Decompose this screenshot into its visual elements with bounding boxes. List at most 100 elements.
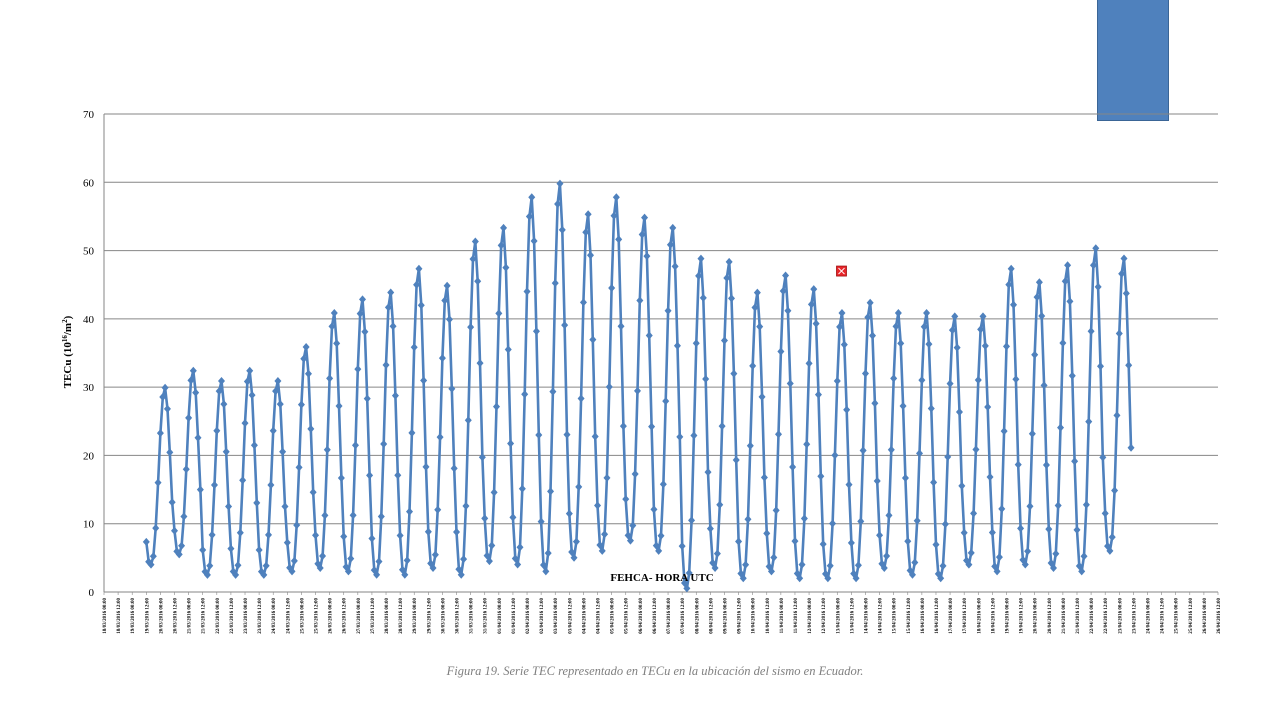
data-point bbox=[812, 319, 820, 328]
data-point bbox=[683, 584, 691, 593]
data-point bbox=[514, 560, 522, 569]
series-line bbox=[145, 182, 1133, 590]
x-tick-label: 27/03/2016 00:00 bbox=[357, 598, 362, 634]
data-point bbox=[920, 322, 928, 331]
data-point bbox=[605, 382, 613, 391]
x-tick-label: 27/03/2016 12:00 bbox=[371, 598, 376, 634]
data-point bbox=[953, 343, 961, 352]
x-tick-label: 06/04/2016 12:00 bbox=[653, 598, 658, 634]
data-point bbox=[1089, 261, 1097, 270]
data-point bbox=[347, 554, 355, 563]
data-point bbox=[178, 541, 186, 550]
data-point bbox=[979, 312, 987, 321]
data-point bbox=[215, 387, 223, 396]
x-tick-label: 08/04/2016 12:00 bbox=[709, 598, 714, 634]
data-point bbox=[152, 524, 160, 533]
data-point bbox=[777, 347, 785, 356]
data-point bbox=[504, 345, 512, 354]
data-point bbox=[274, 377, 282, 386]
data-point bbox=[704, 468, 712, 477]
data-point bbox=[716, 500, 724, 509]
data-point bbox=[859, 446, 867, 455]
data-point bbox=[260, 570, 268, 579]
data-point bbox=[843, 405, 851, 414]
data-point bbox=[377, 512, 385, 521]
x-tick-label: 18/04/2016 12:00 bbox=[991, 598, 996, 634]
data-point bbox=[471, 237, 479, 246]
data-point bbox=[866, 298, 874, 307]
data-point bbox=[570, 553, 578, 562]
data-point bbox=[626, 536, 634, 545]
data-point bbox=[182, 465, 190, 474]
data-point bbox=[279, 447, 287, 456]
data-point bbox=[1033, 293, 1041, 302]
data-point bbox=[1073, 525, 1081, 534]
x-tick-label: 25/03/2016 12:00 bbox=[315, 598, 320, 634]
data-point bbox=[836, 322, 844, 331]
data-point bbox=[857, 517, 865, 526]
data-point bbox=[904, 537, 912, 546]
x-tick-label: 19/03/2016 00:00 bbox=[131, 598, 136, 634]
data-point bbox=[887, 445, 895, 454]
data-point bbox=[946, 379, 954, 388]
data-point bbox=[457, 570, 465, 579]
x-tick-label: 22/04/2016 12:00 bbox=[1104, 598, 1109, 634]
data-point bbox=[1118, 269, 1126, 278]
highlight-marker bbox=[836, 265, 847, 277]
data-point bbox=[396, 531, 404, 540]
data-point bbox=[243, 377, 251, 386]
data-point bbox=[584, 210, 592, 219]
data-point bbox=[438, 354, 446, 363]
data-point bbox=[690, 431, 698, 440]
data-point bbox=[838, 308, 846, 317]
data-point bbox=[547, 487, 555, 496]
data-point bbox=[636, 296, 644, 305]
data-point bbox=[453, 527, 461, 536]
data-point bbox=[551, 279, 559, 288]
data-point bbox=[253, 498, 261, 507]
data-point bbox=[335, 402, 343, 411]
data-point bbox=[756, 322, 764, 331]
data-point bbox=[664, 306, 672, 315]
data-point bbox=[798, 560, 806, 569]
data-point bbox=[163, 404, 171, 413]
x-tick-label: 01/04/2016 00:00 bbox=[498, 598, 503, 634]
data-point bbox=[678, 542, 686, 551]
x-tick-label: 25/03/2016 00:00 bbox=[300, 598, 305, 634]
data-point bbox=[171, 526, 179, 535]
data-point bbox=[786, 379, 794, 388]
x-tick-label: 28/03/2016 00:00 bbox=[385, 598, 390, 634]
data-point bbox=[796, 574, 804, 583]
data-point bbox=[288, 567, 296, 576]
x-tick-label: 07/04/2016 00:00 bbox=[667, 598, 672, 634]
data-point bbox=[829, 519, 837, 528]
y-axis-title: TECu (1016/m2) bbox=[61, 315, 74, 388]
data-point bbox=[445, 315, 453, 324]
data-point bbox=[1106, 546, 1114, 555]
data-point bbox=[539, 560, 547, 569]
data-point bbox=[779, 287, 787, 296]
data-point bbox=[1108, 533, 1116, 542]
x-tick-label: 03/04/2016 12:00 bbox=[568, 598, 573, 634]
data-point bbox=[516, 543, 524, 552]
x-tick-label: 20/04/2016 12:00 bbox=[1048, 598, 1053, 634]
data-point bbox=[323, 445, 331, 454]
data-point bbox=[509, 513, 517, 522]
data-point bbox=[408, 428, 416, 437]
x-axis-title: FEHCA- HORA UTC bbox=[610, 572, 713, 584]
data-point bbox=[791, 537, 799, 546]
data-point bbox=[478, 453, 486, 462]
data-point bbox=[789, 463, 797, 472]
x-tick-label: 18/04/2016 00:00 bbox=[977, 598, 982, 634]
x-tick-label: 26/04/2016 12:00 bbox=[1217, 598, 1222, 634]
x-tick-label: 12/04/2016 00:00 bbox=[808, 598, 813, 634]
data-point bbox=[290, 556, 298, 565]
data-point bbox=[283, 538, 291, 547]
data-point bbox=[1115, 329, 1123, 338]
data-point bbox=[657, 531, 665, 540]
data-point bbox=[319, 552, 327, 561]
data-point bbox=[168, 498, 176, 507]
data-point bbox=[854, 561, 862, 570]
data-point bbox=[413, 280, 421, 289]
data-point bbox=[568, 548, 576, 557]
